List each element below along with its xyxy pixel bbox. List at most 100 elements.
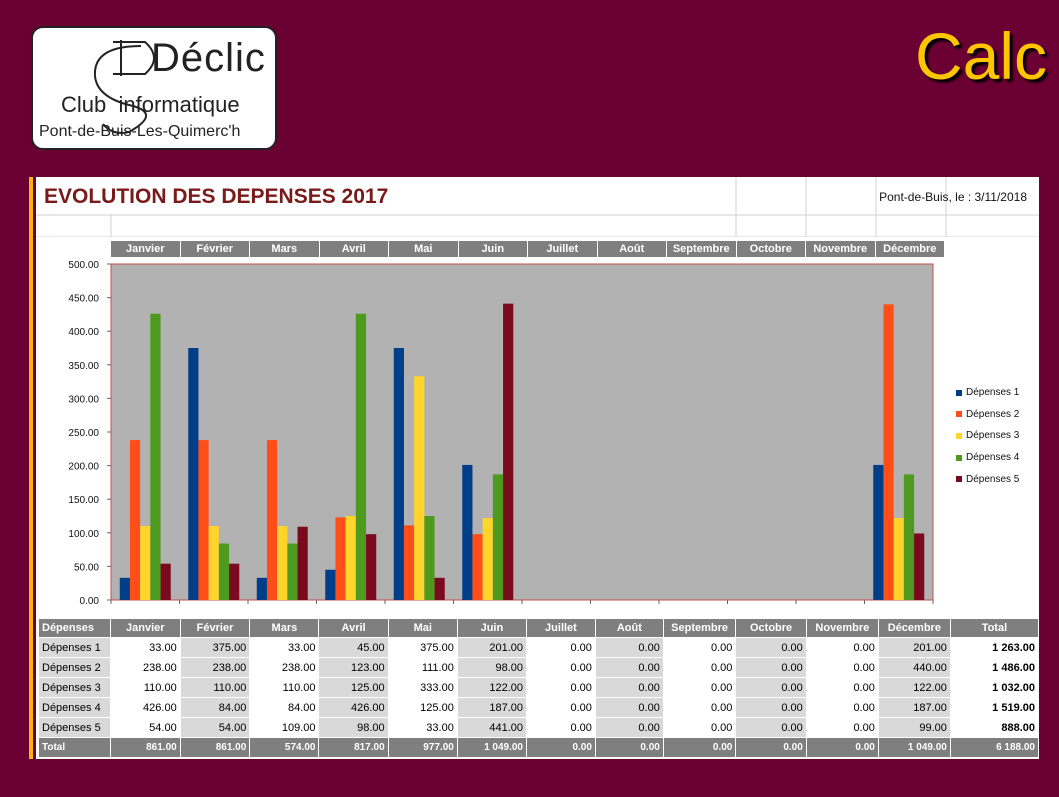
table-cell: 122.00 bbox=[456, 677, 528, 698]
bar bbox=[462, 464, 473, 600]
month-header: Février bbox=[180, 241, 250, 257]
total-cell: 861.00 bbox=[179, 737, 251, 758]
bar bbox=[893, 518, 904, 600]
table-cell: 201.00 bbox=[456, 637, 528, 658]
legend-swatch bbox=[956, 432, 962, 439]
bar bbox=[403, 525, 415, 600]
table-cell: 0.00 bbox=[594, 717, 664, 738]
legend-label: Dépenses 2 bbox=[966, 408, 1020, 420]
y-tick-label: 200.00 bbox=[68, 462, 99, 473]
table-cell: 0.00 bbox=[805, 717, 879, 738]
month-header-row: Janvier Février Mars Avril Mai Juin Juillet Aoû… bbox=[111, 241, 945, 257]
sheet-date: Pont-de-Buis, le : 3/11/2018 bbox=[879, 190, 1027, 204]
bar bbox=[218, 543, 230, 600]
table-cell: Dépenses 4 bbox=[38, 697, 111, 718]
legend-item: Dépenses 5 bbox=[956, 468, 1019, 490]
table-cell: 0.00 bbox=[805, 677, 879, 698]
total-cell: 6 188.00 bbox=[949, 737, 1040, 758]
table-cell: 1 519.00 bbox=[949, 697, 1040, 718]
logo-location: Pont-de-Buis-Les-Quimerc'h bbox=[39, 123, 241, 140]
column-header: Total bbox=[949, 618, 1040, 638]
table-cell: 0.00 bbox=[662, 637, 737, 658]
table-cell: 375.00 bbox=[179, 637, 251, 658]
column-header: Juin bbox=[456, 618, 528, 638]
bar bbox=[208, 526, 219, 600]
sheet-gridlines bbox=[36, 177, 1039, 237]
legend-swatch bbox=[956, 411, 962, 418]
table-cell: 0.00 bbox=[735, 677, 807, 698]
sheet-title: EVOLUTION DES DEPENSES 2017 bbox=[44, 185, 389, 208]
table-cell: 99.00 bbox=[877, 717, 951, 738]
month-header: Septembre bbox=[667, 241, 737, 257]
month-header: Décembre bbox=[875, 241, 945, 257]
total-cell: 1 049.00 bbox=[456, 737, 528, 758]
y-tick-label: 500.00 bbox=[68, 260, 99, 271]
y-tick-label: 350.00 bbox=[68, 361, 99, 372]
y-tick-label: 250.00 bbox=[68, 428, 99, 439]
bar bbox=[140, 526, 151, 600]
legend-item: Dépenses 3 bbox=[956, 425, 1019, 447]
table-cell: 0.00 bbox=[662, 677, 737, 698]
app-title: Calc bbox=[914, 19, 1047, 93]
bar bbox=[482, 518, 493, 600]
bar bbox=[335, 517, 346, 600]
table-cell: 54.00 bbox=[109, 717, 181, 738]
club-logo: Déclic Club informatique Pont-de-Buis-Le… bbox=[31, 26, 277, 150]
table-cell: 0.00 bbox=[594, 637, 664, 658]
column-header: Mai bbox=[387, 618, 458, 638]
table-cell: 122.00 bbox=[877, 677, 951, 698]
table-cell: 54.00 bbox=[179, 717, 251, 738]
column-header: Dépenses bbox=[38, 618, 111, 638]
bar bbox=[150, 313, 161, 600]
table-cell: 238.00 bbox=[249, 657, 320, 678]
table-cell: 440.00 bbox=[877, 657, 951, 678]
table-cell: 0.00 bbox=[662, 657, 737, 678]
bar-chart: 500.00 450.00 400.00 350.00 300.00 250.00 200.… bbox=[68, 260, 934, 607]
bar bbox=[160, 563, 171, 600]
table-cell: 98.00 bbox=[318, 717, 389, 738]
table-cell: 84.00 bbox=[179, 697, 251, 718]
y-tick-label: 400.00 bbox=[68, 327, 99, 338]
total-cell: 0.00 bbox=[805, 737, 879, 758]
table-cell: Dépenses 3 bbox=[38, 677, 111, 698]
y-tick-label: 100.00 bbox=[68, 529, 99, 540]
month-header: Juillet bbox=[528, 241, 598, 257]
y-tick-label: 450.00 bbox=[68, 294, 99, 305]
y-tick-label: 50.00 bbox=[74, 562, 99, 573]
total-row: Total 861.00 861.00 574.00 817.00 977.00 1 049… bbox=[38, 737, 1040, 758]
table-cell: 0.00 bbox=[594, 677, 664, 698]
bar bbox=[903, 474, 915, 600]
chart-legend: Dépenses 1 Dépenses 2 Dépenses 3 Dépenses 4… bbox=[956, 382, 1019, 490]
table-cell: 109.00 bbox=[249, 717, 320, 738]
legend-item: Dépenses 4 bbox=[956, 447, 1019, 469]
bar bbox=[393, 348, 404, 600]
table-cell: 123.00 bbox=[318, 657, 389, 678]
table-cell: 125.00 bbox=[387, 697, 458, 718]
table-cell: Dépenses 1 bbox=[38, 637, 111, 658]
table-cell: 238.00 bbox=[109, 657, 181, 678]
bar bbox=[256, 577, 267, 600]
legend-swatch bbox=[956, 389, 962, 396]
table-row: Dépenses 2 238.00 238.00 238.00 123.00 111.00… bbox=[38, 657, 1040, 678]
column-header: Septembre bbox=[662, 618, 737, 638]
table-cell: 426.00 bbox=[318, 697, 389, 718]
table-cell: 333.00 bbox=[387, 677, 458, 698]
total-cell: 977.00 bbox=[387, 737, 458, 758]
month-header: Juin bbox=[458, 241, 528, 257]
table-cell: 238.00 bbox=[179, 657, 251, 678]
table-cell: 0.00 bbox=[526, 697, 596, 718]
total-cell: 574.00 bbox=[249, 737, 320, 758]
total-cell: 0.00 bbox=[526, 737, 596, 758]
total-cell: 0.00 bbox=[735, 737, 807, 758]
column-header: Novembre bbox=[805, 618, 879, 638]
table-cell: 0.00 bbox=[662, 717, 737, 738]
plot-area bbox=[110, 263, 934, 601]
total-cell: 0.00 bbox=[594, 737, 664, 758]
table-cell: 98.00 bbox=[456, 657, 528, 678]
legend-label: Dépenses 4 bbox=[966, 452, 1020, 464]
table-cell: 0.00 bbox=[594, 657, 664, 678]
bar bbox=[503, 303, 514, 600]
data-table: Dépenses Janvier Février Mars Avril Mai Juin Ju… bbox=[38, 618, 1040, 758]
column-header: Août bbox=[594, 618, 664, 638]
bar bbox=[492, 474, 504, 600]
